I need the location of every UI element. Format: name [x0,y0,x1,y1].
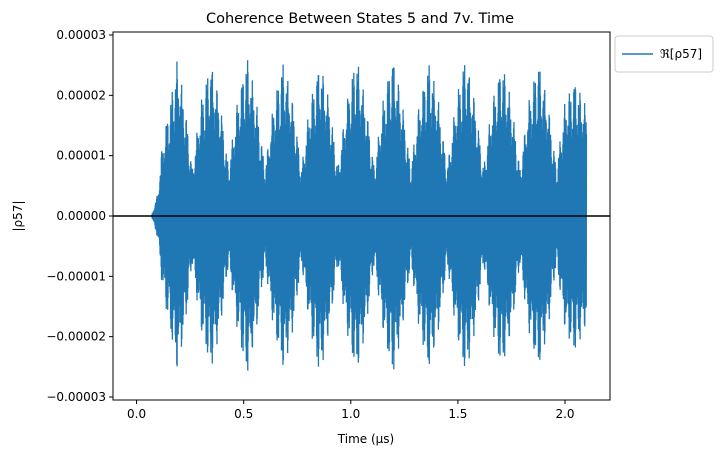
y-axis-ticks: −0.00003 −0.00002 −0.00001 0.00000 0.00001 0.… [46,28,113,404]
y-tick-label: 0.00002 [56,88,106,102]
legend-box [614,35,714,73]
x-tick-label: 1.5 [448,407,467,421]
series-layer [150,60,588,371]
x-axis-label: Time (μs) [337,432,394,446]
chart-title: Coherence Between States 5 and 7v. Time [206,11,514,27]
legend-label: ℜ[ρ57] [660,47,702,61]
y-tick-label: −0.00002 [46,330,106,344]
legend: ℜ[ρ57] [614,35,714,73]
y-axis-label: |ρ57| [11,201,25,232]
x-tick-label: 0.0 [127,407,146,421]
y-tick-label: −0.00003 [46,390,106,404]
x-axis-ticks: 0.0 0.5 1.0 1.5 2.0 [127,400,575,421]
y-tick-label: 0.00001 [56,149,106,163]
x-tick-label: 0.5 [234,407,253,421]
x-tick-label: 2.0 [555,407,574,421]
y-tick-label: −0.00001 [46,269,106,283]
y-tick-label: 0.00003 [56,28,106,42]
y-tick-label: 0.00000 [56,209,106,223]
x-tick-label: 1.0 [341,407,360,421]
series-line [150,60,588,371]
